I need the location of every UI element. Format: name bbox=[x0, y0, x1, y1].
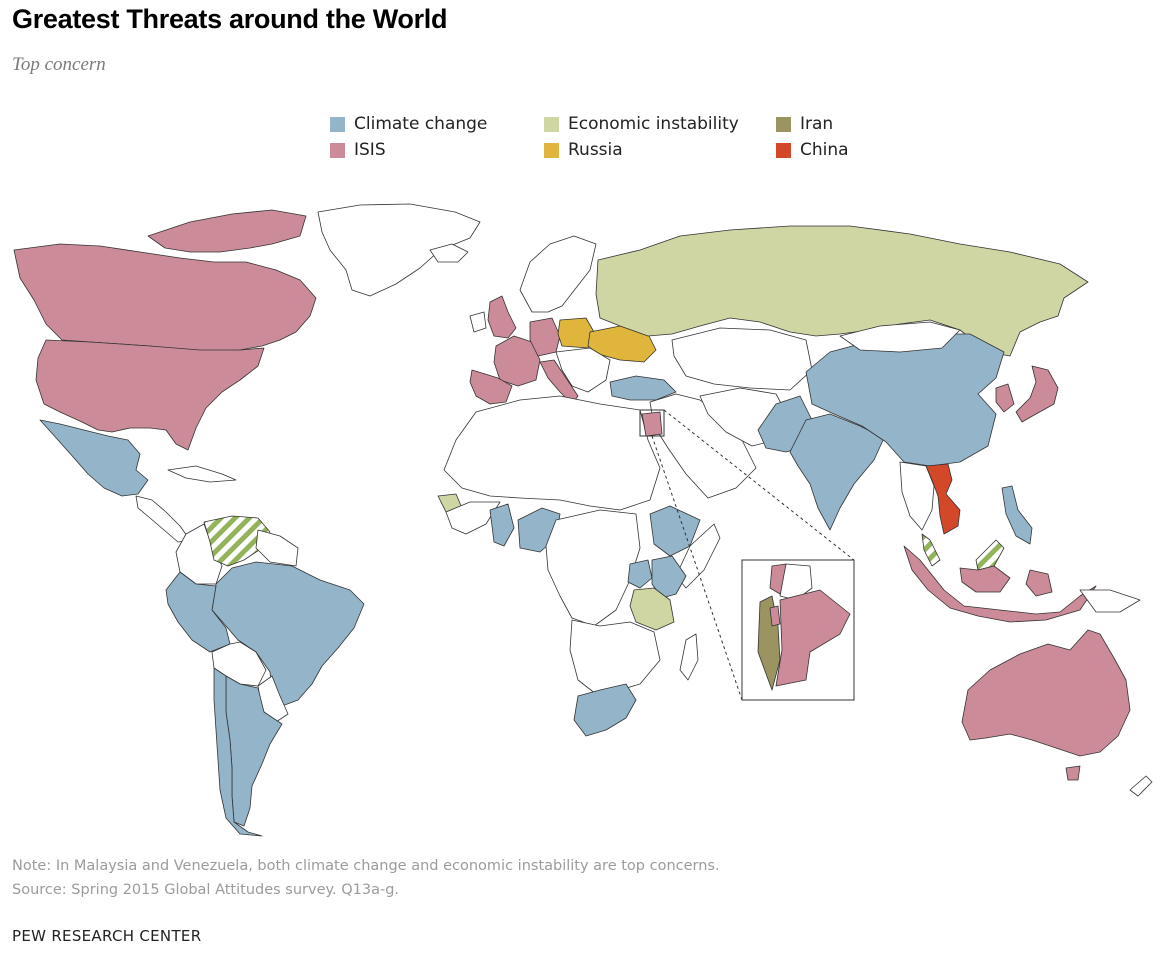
central-america bbox=[135, 495, 191, 543]
central-asia bbox=[671, 327, 813, 391]
south-korea bbox=[995, 383, 1015, 413]
legend-label-economic: Economic instability bbox=[568, 114, 739, 134]
guianas bbox=[255, 529, 299, 567]
papua bbox=[1079, 589, 1141, 613]
legend-item-climate: Climate change bbox=[330, 114, 487, 134]
legend: Climate change ISIS Economic instability… bbox=[330, 114, 890, 166]
kenya bbox=[651, 555, 687, 599]
greenland bbox=[317, 203, 481, 297]
legend-swatch-russia bbox=[544, 142, 559, 158]
legend-label-isis: ISIS bbox=[354, 140, 386, 160]
balkans bbox=[555, 347, 611, 393]
legend-swatch-economic bbox=[544, 116, 559, 132]
world-map bbox=[13, 203, 1153, 837]
united-kingdom bbox=[487, 295, 517, 339]
indonesia bbox=[903, 545, 1097, 623]
malaysia-borneo bbox=[975, 539, 1005, 571]
legend-swatch-iran bbox=[776, 116, 791, 132]
malaysia-peninsula bbox=[921, 533, 941, 567]
caribbean bbox=[167, 465, 237, 483]
legend-item-russia: Russia bbox=[544, 140, 623, 160]
legend-item-iran: Iran bbox=[776, 114, 833, 134]
legend-label-china: China bbox=[800, 140, 849, 160]
north-africa bbox=[443, 395, 661, 511]
turkey bbox=[609, 375, 677, 401]
source-line: Source: Spring 2015 Global Attitudes sur… bbox=[12, 882, 400, 898]
footnote: Note: In Malaysia and Venezuela, both cl… bbox=[12, 858, 720, 874]
south-africa bbox=[573, 683, 637, 737]
legend-swatch-isis bbox=[330, 142, 345, 158]
iceland bbox=[429, 243, 469, 263]
legend-swatch-climate bbox=[330, 116, 345, 132]
mexico bbox=[39, 419, 149, 497]
new-zealand bbox=[1129, 775, 1153, 797]
brazil bbox=[211, 561, 365, 707]
legend-item-economic: Economic instability bbox=[544, 114, 739, 134]
vietnam bbox=[925, 463, 961, 535]
legend-label-russia: Russia bbox=[568, 140, 623, 160]
japan bbox=[1015, 365, 1059, 423]
ghana bbox=[489, 503, 515, 547]
india bbox=[789, 413, 885, 531]
united-states bbox=[35, 339, 265, 451]
philippines bbox=[1001, 485, 1033, 545]
inset-leader-line-2 bbox=[663, 409, 855, 561]
map-subtitle: Top concern bbox=[12, 54, 106, 75]
legend-item-china: China bbox=[776, 140, 849, 160]
chile bbox=[213, 667, 263, 837]
inset-leader-line-1 bbox=[651, 435, 743, 701]
levant bbox=[641, 411, 663, 437]
org-credit: PEW RESEARCH CENTER bbox=[12, 927, 202, 945]
scandinavia bbox=[519, 235, 597, 313]
uganda bbox=[627, 559, 653, 589]
tanzania bbox=[629, 587, 675, 631]
mongolia bbox=[839, 321, 961, 353]
france bbox=[493, 335, 541, 387]
venezuela bbox=[203, 515, 271, 567]
map-title: Greatest Threats around the World bbox=[12, 4, 448, 34]
spain bbox=[469, 369, 513, 405]
peru bbox=[165, 571, 231, 653]
australia bbox=[961, 629, 1131, 757]
legend-label-iran: Iran bbox=[800, 114, 834, 134]
legend-label-climate: Climate change bbox=[354, 114, 488, 134]
legend-item-isis: ISIS bbox=[330, 140, 386, 160]
southern-africa bbox=[569, 619, 661, 695]
tasmania bbox=[1065, 765, 1081, 781]
central-africa bbox=[545, 509, 641, 627]
canada-arctic-islands bbox=[147, 209, 307, 253]
legend-swatch-china bbox=[776, 142, 791, 158]
middle-east bbox=[649, 393, 757, 499]
madagascar bbox=[679, 633, 699, 681]
inset-jordan bbox=[775, 589, 851, 687]
ireland bbox=[469, 311, 487, 333]
canada bbox=[13, 243, 317, 353]
west-africa bbox=[445, 501, 501, 535]
inset-west-bank bbox=[769, 605, 781, 627]
